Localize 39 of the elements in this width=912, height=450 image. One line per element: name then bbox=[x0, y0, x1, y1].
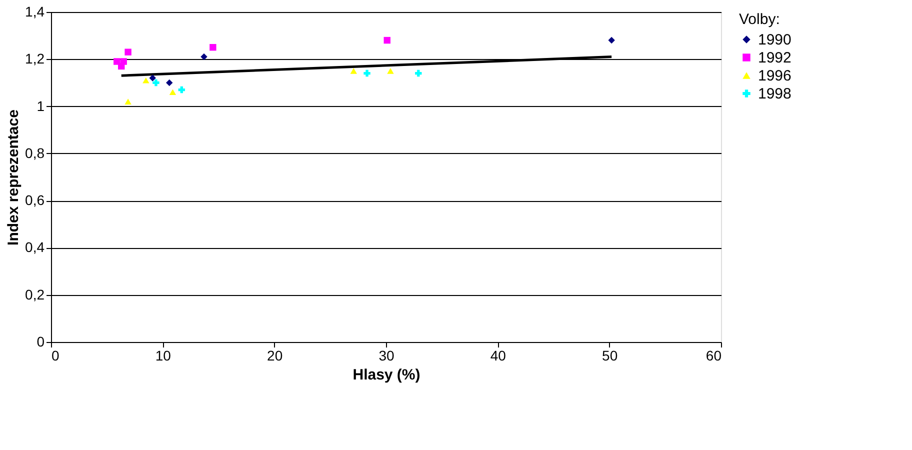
y-tick-label: 1 bbox=[36, 98, 45, 114]
point bbox=[166, 79, 173, 86]
x-tick-label: 60 bbox=[706, 348, 722, 364]
point bbox=[152, 79, 160, 86]
x-axis-title: Hlasy (%) bbox=[352, 366, 420, 384]
legend-label: 1992 bbox=[758, 50, 792, 66]
y-tick-label: 0,8 bbox=[25, 144, 45, 161]
point bbox=[149, 74, 156, 82]
point bbox=[210, 44, 216, 51]
point bbox=[415, 70, 422, 77]
y-tick-label: 0,2 bbox=[25, 286, 45, 302]
x-tick-label: 10 bbox=[155, 348, 172, 364]
y-tick-label: 0,4 bbox=[25, 239, 45, 256]
point bbox=[178, 86, 186, 94]
point bbox=[200, 53, 208, 60]
point bbox=[124, 48, 132, 56]
y-tick-label: 0,6 bbox=[25, 192, 45, 208]
legend-title: Volby: bbox=[739, 11, 780, 28]
x-tick-label: 20 bbox=[267, 348, 283, 364]
point bbox=[608, 36, 615, 44]
x-tick-label: 40 bbox=[490, 348, 506, 364]
point bbox=[169, 89, 176, 96]
legend-label: 1990 bbox=[758, 32, 792, 48]
y-axis-title: Index reprezentace bbox=[5, 110, 22, 246]
point bbox=[350, 68, 357, 74]
y-tick-label: 0 bbox=[36, 334, 45, 350]
point bbox=[364, 70, 370, 77]
x-tick-label: 30 bbox=[378, 348, 394, 364]
point bbox=[124, 98, 132, 104]
x-tick-label: 0 bbox=[52, 348, 60, 364]
legend-label: 1998 bbox=[758, 86, 792, 102]
point bbox=[142, 77, 150, 84]
point bbox=[120, 58, 127, 65]
point bbox=[384, 36, 390, 44]
y-tick-label: 1,4 bbox=[25, 4, 45, 20]
point bbox=[387, 68, 394, 74]
legend-label: 1996 bbox=[758, 68, 792, 84]
x-tick-label: 50 bbox=[602, 348, 618, 364]
y-tick-label: 1,2 bbox=[25, 50, 45, 67]
